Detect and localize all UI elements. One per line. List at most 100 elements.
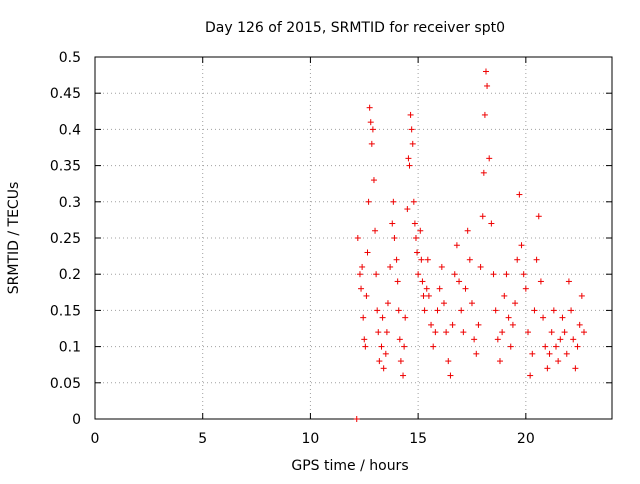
data-point	[363, 292, 370, 299]
data-point	[396, 336, 403, 343]
data-point	[559, 314, 566, 321]
y-tick-label: 0.45	[50, 86, 81, 102]
data-point	[574, 343, 581, 350]
data-point	[471, 336, 478, 343]
data-point	[402, 314, 409, 321]
data-point	[535, 213, 542, 220]
data-point	[434, 307, 441, 314]
data-point	[430, 343, 437, 350]
data-point	[404, 206, 411, 213]
data-point	[490, 271, 497, 278]
data-point	[394, 278, 401, 285]
data-point	[423, 285, 430, 292]
data-point	[411, 220, 418, 227]
data-points	[353, 68, 587, 422]
data-point	[522, 285, 529, 292]
data-point	[390, 198, 397, 205]
x-tick-label: 15	[409, 431, 427, 447]
data-point	[360, 314, 367, 321]
x-axis-ticks: 0 5 10 15 20	[91, 57, 535, 447]
data-point	[453, 242, 460, 249]
data-point	[425, 292, 432, 299]
grid-lines	[95, 57, 612, 419]
data-point	[417, 227, 424, 234]
data-point	[460, 329, 467, 336]
data-point	[578, 292, 585, 299]
data-point	[367, 119, 374, 126]
data-point	[449, 321, 456, 328]
data-point	[370, 177, 377, 184]
data-point	[359, 263, 366, 270]
data-point	[464, 227, 471, 234]
y-tick-label: 0.3	[59, 195, 81, 211]
data-point	[405, 155, 412, 162]
data-point	[408, 126, 415, 133]
data-point	[364, 249, 371, 256]
data-point	[366, 104, 373, 111]
data-point	[379, 314, 386, 321]
data-point	[494, 336, 501, 343]
data-point	[484, 82, 491, 89]
data-point	[481, 111, 488, 118]
data-point	[548, 329, 555, 336]
data-point	[447, 372, 454, 379]
data-point	[570, 336, 577, 343]
y-tick-label: 0.35	[50, 159, 81, 175]
data-point	[415, 271, 422, 278]
data-point	[412, 235, 419, 241]
data-point	[524, 329, 531, 336]
data-point	[368, 140, 375, 147]
data-point	[503, 271, 510, 278]
data-point	[501, 292, 508, 299]
data-point	[356, 271, 363, 278]
y-tick-label: 0.5	[59, 50, 81, 66]
y-tick-label: 0	[72, 412, 81, 428]
data-point	[499, 329, 506, 336]
y-tick-label: 0.15	[50, 303, 81, 319]
data-point	[419, 278, 426, 285]
data-point	[391, 235, 398, 241]
y-tick-label: 0.1	[59, 340, 81, 356]
data-point	[440, 300, 447, 307]
data-point	[496, 358, 503, 365]
data-point	[428, 321, 435, 328]
data-point	[445, 358, 452, 365]
data-point	[372, 227, 379, 234]
data-point	[505, 314, 512, 321]
data-point	[561, 329, 568, 336]
data-point	[531, 307, 538, 314]
data-point	[482, 68, 489, 75]
data-point	[458, 307, 465, 314]
data-point	[421, 307, 428, 314]
y-axis-label: SRMTID / TECUs	[6, 182, 22, 295]
data-point	[518, 242, 525, 249]
data-point	[563, 350, 570, 357]
y-tick-label: 0.2	[59, 267, 81, 283]
data-point	[544, 365, 551, 372]
data-point	[542, 343, 549, 350]
data-point	[557, 336, 564, 343]
x-tick-label: 5	[198, 431, 207, 447]
data-point	[550, 307, 557, 314]
data-point	[565, 278, 572, 285]
data-point	[492, 307, 499, 314]
data-point	[358, 285, 365, 292]
y-tick-label: 0.4	[59, 122, 81, 138]
y-axis-ticks: 0 0.05 0.1 0.15 0.2 0.25 0.3 0.35 0.4 0.45 0.5	[50, 50, 612, 428]
data-point	[477, 263, 484, 270]
data-point	[374, 307, 381, 314]
data-point	[414, 249, 421, 256]
data-point	[407, 111, 414, 118]
data-point	[397, 358, 404, 365]
data-point	[393, 256, 400, 263]
data-point	[488, 220, 495, 227]
plot-frame	[94, 56, 613, 420]
data-point	[378, 343, 385, 350]
data-point	[479, 213, 486, 220]
data-point	[527, 372, 534, 379]
data-point	[555, 358, 562, 365]
data-point	[546, 350, 553, 357]
data-point	[466, 256, 473, 263]
data-point	[514, 256, 521, 263]
